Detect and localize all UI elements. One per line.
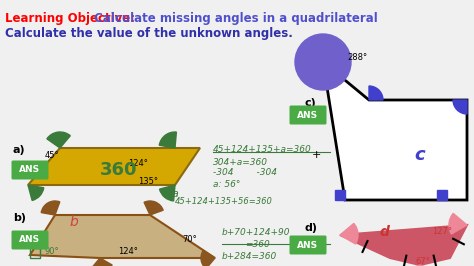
Text: b+70+124+90: b+70+124+90 <box>222 228 291 237</box>
Text: d: d <box>380 225 390 239</box>
Wedge shape <box>91 258 112 266</box>
Wedge shape <box>453 100 467 114</box>
Text: a: 56°: a: 56° <box>213 180 240 189</box>
Wedge shape <box>403 265 437 266</box>
Text: 124°: 124° <box>128 159 148 168</box>
Circle shape <box>295 34 351 90</box>
Text: 70°: 70° <box>182 235 197 244</box>
FancyBboxPatch shape <box>11 160 48 180</box>
Wedge shape <box>369 86 383 100</box>
Text: 360: 360 <box>100 161 137 179</box>
Text: 90°: 90° <box>45 247 60 256</box>
Text: 45+124+135+a=360: 45+124+135+a=360 <box>213 145 312 154</box>
Text: -304        -304: -304 -304 <box>213 168 277 177</box>
Bar <box>30 248 40 258</box>
Text: 45+124+135+56=360: 45+124+135+56=360 <box>175 197 273 206</box>
Text: ANS: ANS <box>298 110 319 119</box>
Text: =360: =360 <box>245 240 270 249</box>
FancyBboxPatch shape <box>290 235 327 255</box>
Wedge shape <box>201 251 215 266</box>
Text: -: - <box>237 263 241 266</box>
Text: d): d) <box>305 223 318 233</box>
FancyBboxPatch shape <box>290 106 327 124</box>
Polygon shape <box>30 215 215 258</box>
Text: ANS: ANS <box>19 235 41 244</box>
Wedge shape <box>28 185 44 201</box>
Text: Learning Objective:: Learning Objective: <box>5 12 135 25</box>
Text: 45°: 45° <box>45 151 60 160</box>
Text: ANS: ANS <box>298 240 319 250</box>
Text: b+284=360: b+284=360 <box>222 252 277 261</box>
Text: 127°: 127° <box>432 227 452 236</box>
Polygon shape <box>28 148 200 185</box>
Text: 288°: 288° <box>347 53 367 63</box>
Text: c: c <box>415 146 425 164</box>
Text: 304+a=360: 304+a=360 <box>213 158 268 167</box>
Bar <box>437 190 447 200</box>
Text: c): c) <box>305 98 317 108</box>
Wedge shape <box>340 223 358 244</box>
Text: a): a) <box>13 145 26 155</box>
Wedge shape <box>47 132 70 148</box>
Wedge shape <box>160 185 175 201</box>
Text: Calculate the value of the unknown angles.: Calculate the value of the unknown angle… <box>5 27 293 40</box>
Text: +: + <box>312 150 321 160</box>
Wedge shape <box>41 201 60 215</box>
FancyBboxPatch shape <box>11 231 48 250</box>
Text: b: b <box>70 215 79 229</box>
Polygon shape <box>323 62 467 200</box>
Wedge shape <box>144 201 163 215</box>
Polygon shape <box>340 225 467 265</box>
Text: 124°: 124° <box>118 247 138 256</box>
Text: ANS: ANS <box>19 165 41 174</box>
Text: b): b) <box>13 213 26 223</box>
Bar <box>335 190 345 200</box>
Text: Calculate missing angles in a quadrilateral: Calculate missing angles in a quadrilate… <box>90 12 378 25</box>
Text: 135°: 135° <box>138 177 158 186</box>
Text: a: a <box>172 189 179 199</box>
Wedge shape <box>159 132 176 148</box>
Text: 67°: 67° <box>415 257 430 266</box>
Wedge shape <box>449 213 467 234</box>
